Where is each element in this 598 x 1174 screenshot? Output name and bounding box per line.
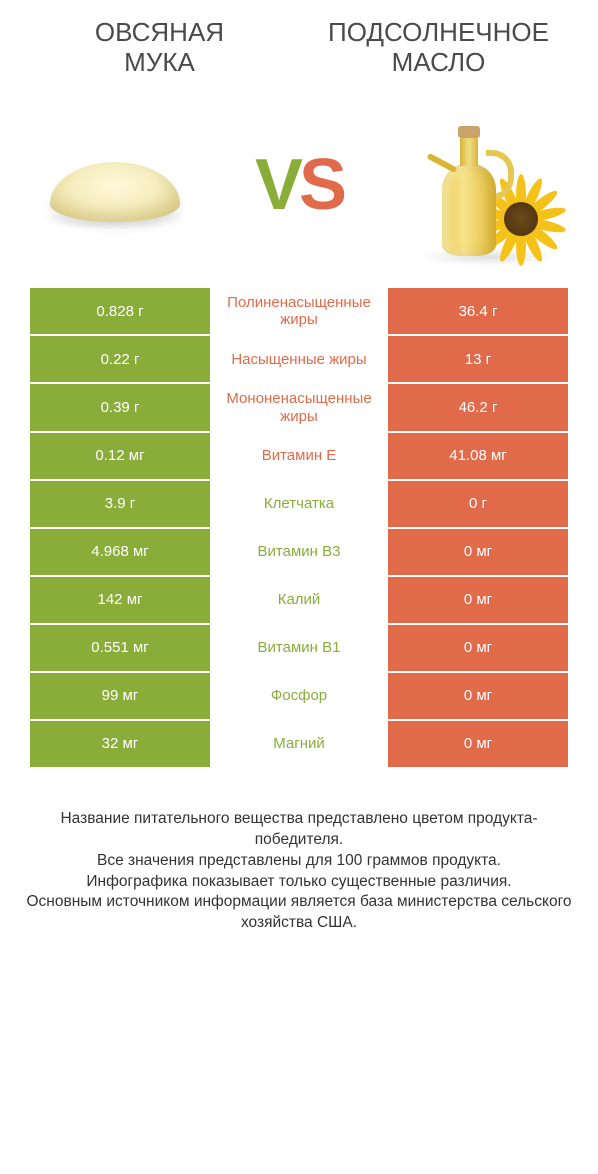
cell-nutrient-label: Магний	[210, 721, 388, 767]
cell-nutrient-label: Калий	[210, 577, 388, 623]
comparison-table: 0.828 гПолиненасыщенные жиры36.4 г0.22 г…	[0, 288, 598, 769]
cell-right-value: 0 мг	[388, 673, 568, 719]
vs-v: V	[255, 144, 299, 226]
cell-right-value: 0 мг	[388, 529, 568, 575]
table-row: 3.9 гКлетчатка0 г	[30, 481, 568, 529]
footer-line: Название питательного вещества представл…	[24, 809, 574, 851]
vs-s: S	[299, 144, 343, 226]
product-right-title: ПОДСОЛНЕЧНОЕМАСЛО	[299, 18, 578, 78]
cell-right-value: 0 мг	[388, 721, 568, 767]
cell-right-value: 0 г	[388, 481, 568, 527]
table-row: 0.551 мгВитамин B10 мг	[30, 625, 568, 673]
cell-left-value: 0.39 г	[30, 384, 210, 431]
cell-left-value: 3.9 г	[30, 481, 210, 527]
table-row: 0.12 мгВитамин E41.08 мг	[30, 433, 568, 481]
cell-right-value: 41.08 мг	[388, 433, 568, 479]
cell-left-value: 4.968 мг	[30, 529, 210, 575]
table-row: 0.39 гМононенасыщенные жиры46.2 г	[30, 384, 568, 433]
product-right-image	[398, 100, 568, 270]
cell-left-value: 0.551 мг	[30, 625, 210, 671]
cell-right-value: 36.4 г	[388, 288, 568, 335]
cell-right-value: 0 мг	[388, 625, 568, 671]
cell-left-value: 99 мг	[30, 673, 210, 719]
cell-nutrient-label: Витамин B1	[210, 625, 388, 671]
cell-nutrient-label: Витамин B3	[210, 529, 388, 575]
cell-left-value: 0.828 г	[30, 288, 210, 335]
cell-right-value: 0 мг	[388, 577, 568, 623]
cell-right-value: 46.2 г	[388, 384, 568, 431]
table-row: 99 мгФосфор0 мг	[30, 673, 568, 721]
table-row: 32 мгМагний0 мг	[30, 721, 568, 769]
footer-line: Все значения представлены для 100 граммо…	[24, 851, 574, 872]
cell-nutrient-label: Клетчатка	[210, 481, 388, 527]
table-row: 0.828 гПолиненасыщенные жиры36.4 г	[30, 288, 568, 337]
footer-line: Основным источником информации является …	[24, 892, 574, 934]
table-row: 142 мгКалий0 мг	[30, 577, 568, 625]
footer-line: Инфографика показывает только существенн…	[24, 872, 574, 893]
cell-nutrient-label: Мононенасыщенные жиры	[210, 384, 388, 431]
cell-left-value: 32 мг	[30, 721, 210, 767]
cell-left-value: 142 мг	[30, 577, 210, 623]
product-left-image	[30, 100, 200, 270]
cell-left-value: 0.22 г	[30, 336, 210, 382]
product-left-title: ОВСЯНАЯМУКА	[20, 18, 299, 78]
cell-right-value: 13 г	[388, 336, 568, 382]
cell-nutrient-label: Фосфор	[210, 673, 388, 719]
table-row: 0.22 гНасыщенные жиры13 г	[30, 336, 568, 384]
cell-left-value: 0.12 мг	[30, 433, 210, 479]
cell-nutrient-label: Полиненасыщенные жиры	[210, 288, 388, 335]
vs-label: VS	[255, 144, 343, 226]
table-row: 4.968 мгВитамин B30 мг	[30, 529, 568, 577]
images-row: VS	[0, 86, 598, 288]
footer-notes: Название питательного вещества представл…	[0, 769, 598, 935]
cell-nutrient-label: Витамин E	[210, 433, 388, 479]
cell-nutrient-label: Насыщенные жиры	[210, 336, 388, 382]
